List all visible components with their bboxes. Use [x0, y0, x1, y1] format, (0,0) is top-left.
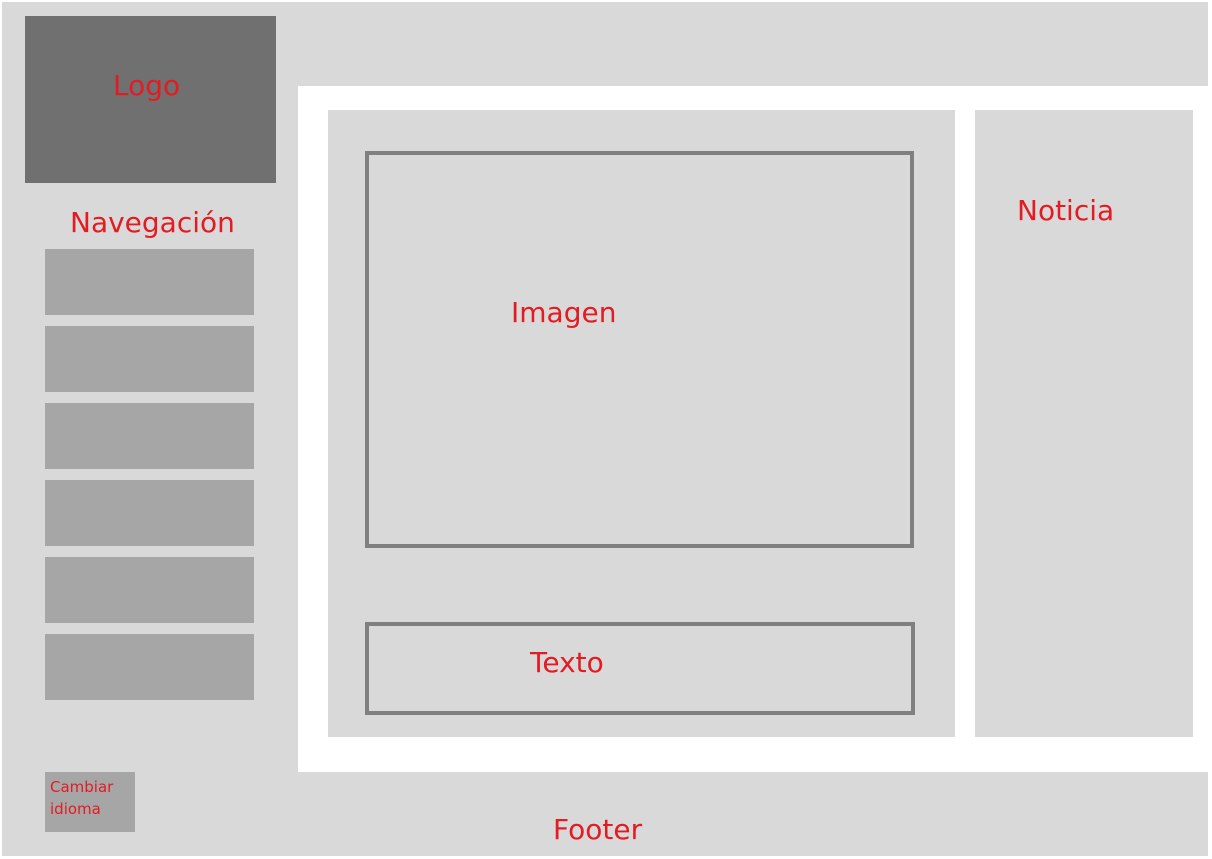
text-placeholder	[365, 622, 915, 715]
nav-item-1[interactable]	[45, 249, 254, 315]
nav-item-5[interactable]	[45, 557, 254, 623]
nav-item-2[interactable]	[45, 326, 254, 392]
logo-label: Logo	[113, 69, 181, 102]
image-placeholder	[365, 151, 914, 548]
image-label: Imagen	[511, 296, 617, 329]
news-panel	[975, 110, 1193, 737]
change-language-button[interactable]	[45, 772, 135, 832]
navigation-title: Navegación	[70, 206, 235, 239]
logo-placeholder[interactable]	[25, 16, 276, 183]
nav-item-3[interactable]	[45, 403, 254, 469]
text-label: Texto	[530, 646, 604, 679]
nav-item-6[interactable]	[45, 634, 254, 700]
news-label: Noticia	[1017, 194, 1115, 227]
change-language-label: Cambiar idioma	[50, 778, 114, 818]
footer-label: Footer	[553, 813, 643, 846]
nav-item-4[interactable]	[45, 480, 254, 546]
